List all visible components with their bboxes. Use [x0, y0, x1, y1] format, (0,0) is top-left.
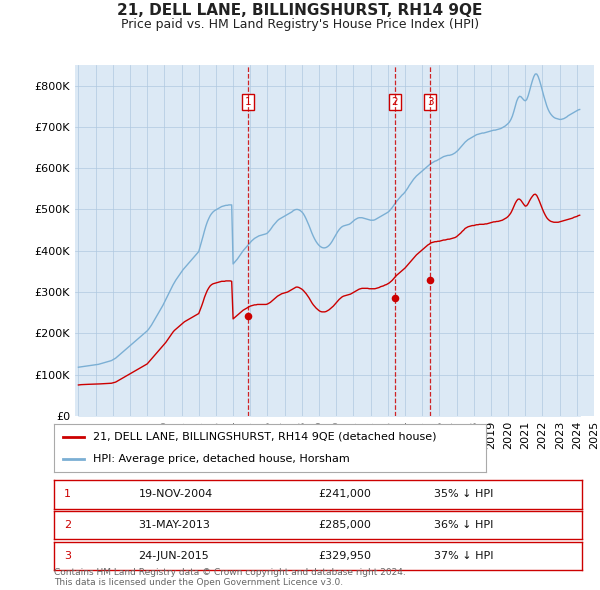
Text: Contains HM Land Registry data © Crown copyright and database right 2024.
This d: Contains HM Land Registry data © Crown c… [54, 568, 406, 587]
Text: 36% ↓ HPI: 36% ↓ HPI [434, 520, 494, 530]
Text: 19-NOV-2004: 19-NOV-2004 [139, 490, 213, 499]
Text: 2: 2 [392, 97, 398, 107]
Text: £329,950: £329,950 [318, 551, 371, 560]
Text: Price paid vs. HM Land Registry's House Price Index (HPI): Price paid vs. HM Land Registry's House … [121, 18, 479, 31]
Text: 3: 3 [427, 97, 434, 107]
Text: 21, DELL LANE, BILLINGSHURST, RH14 9QE (detached house): 21, DELL LANE, BILLINGSHURST, RH14 9QE (… [93, 432, 436, 442]
Text: 1: 1 [64, 490, 71, 499]
Text: £241,000: £241,000 [318, 490, 371, 499]
Text: £285,000: £285,000 [318, 520, 371, 530]
Text: 2: 2 [64, 520, 71, 530]
Text: 24-JUN-2015: 24-JUN-2015 [139, 551, 209, 560]
Point [244, 312, 253, 321]
Point [425, 275, 435, 284]
Point [390, 294, 400, 303]
Text: HPI: Average price, detached house, Horsham: HPI: Average price, detached house, Hors… [93, 454, 350, 464]
Text: 3: 3 [64, 551, 71, 560]
Text: 21, DELL LANE, BILLINGSHURST, RH14 9QE: 21, DELL LANE, BILLINGSHURST, RH14 9QE [118, 3, 482, 18]
Text: 1: 1 [245, 97, 251, 107]
Text: 37% ↓ HPI: 37% ↓ HPI [434, 551, 494, 560]
Text: 31-MAY-2013: 31-MAY-2013 [139, 520, 211, 530]
Text: 35% ↓ HPI: 35% ↓ HPI [434, 490, 494, 499]
